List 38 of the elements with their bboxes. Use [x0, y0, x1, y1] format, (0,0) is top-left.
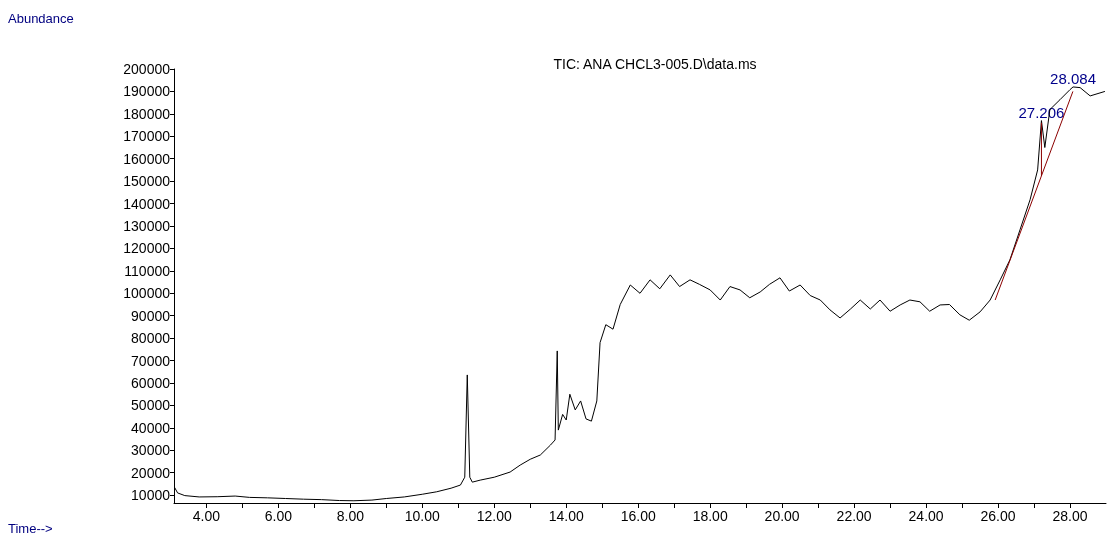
x-tick-label: 12.00: [476, 508, 512, 524]
x-tick-label: 28.00: [1052, 508, 1088, 524]
y-tick-label: 120000: [123, 240, 171, 257]
x-tick-label: 22.00: [836, 508, 872, 524]
y-tick-label: 80000: [131, 330, 171, 347]
text: Time-->: [8, 521, 53, 536]
y-tick-label: 50000: [131, 397, 171, 414]
y-tick-label: 190000: [123, 83, 171, 100]
y-tick-label: 90000: [131, 307, 171, 324]
y-tick-label: 100000: [123, 285, 171, 302]
y-tick-label: 40000: [131, 419, 171, 436]
y-tick-label: 150000: [123, 173, 171, 190]
x-tick-label: 18.00: [692, 508, 728, 524]
chart-title: TIC: ANA CHCL3-005.D\data.ms: [553, 56, 757, 72]
y-tick-label: 160000: [123, 150, 171, 167]
x-tick-label: 6.00: [264, 508, 293, 524]
x-tick-label: 16.00: [620, 508, 656, 524]
x-tick-label: 20.00: [764, 508, 800, 524]
y-tick-label: 140000: [123, 195, 171, 212]
y-tick-label: 30000: [131, 442, 171, 459]
y-tick-label: 60000: [131, 375, 171, 392]
y-tick-label: 110000: [124, 262, 171, 279]
y-tick-label: 10000: [131, 487, 171, 504]
x-tick-label: 4.00: [192, 508, 221, 524]
y-tick-label: 130000: [123, 218, 171, 234]
y-axis-title: Abundance: [8, 11, 74, 26]
x-tick-label: 24.00: [908, 508, 944, 524]
annotation: 27.206: [1018, 103, 1065, 121]
y-tick-label: 180000: [123, 105, 171, 122]
x-tick-label: 26.00: [980, 508, 1016, 524]
y-tick-label: 170000: [123, 128, 171, 145]
annotation: 28.084: [1050, 69, 1096, 87]
x-tick-label: 8.00: [336, 508, 365, 524]
y-tick-label: 20000: [131, 464, 171, 481]
x-tick-label: 14.00: [548, 508, 584, 524]
y-tick-label: 200000: [123, 61, 171, 77]
y-tick-label: 70000: [131, 352, 171, 369]
x-tick-label: 10.00: [404, 508, 441, 524]
